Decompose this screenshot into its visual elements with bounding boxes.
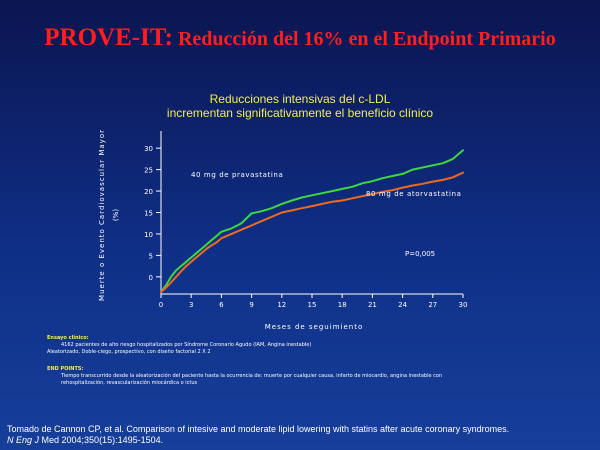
x-tick-label: 3 bbox=[189, 301, 193, 309]
series-label-atorvastatina: 80 mg de atorvastatina bbox=[366, 190, 462, 198]
series-line-pravastatina bbox=[160, 149, 464, 293]
y-axis-label: Muerte o Evento Cardiovascular Mayor bbox=[98, 129, 106, 301]
x-tick-label: 6 bbox=[219, 301, 224, 309]
slide-title-rest: Reducción del 16% en el Endpoint Primari… bbox=[172, 28, 556, 50]
x-axis-label: Meses de seguimiento bbox=[265, 323, 363, 331]
citation-line-1: Tomado de Cannon CP, et al. Comparison o… bbox=[7, 424, 510, 434]
endpoints-note: END POINTS: Tiempo transcurrido desde la… bbox=[47, 366, 567, 387]
x-tick-label: 9 bbox=[249, 301, 253, 309]
slide-title-main: PROVE-IT: bbox=[44, 24, 173, 51]
y-tick-label: 30 bbox=[144, 145, 153, 153]
citation-reference: Med 2004;350(15):1495-1504. bbox=[39, 435, 164, 445]
x-tick-label: 21 bbox=[368, 301, 377, 309]
chart-series bbox=[160, 149, 464, 293]
y-tick-label: 0 bbox=[149, 274, 153, 282]
y-tick-label: 25 bbox=[144, 167, 153, 175]
chart-ticks: 0 3 6 9 12 15 18 21 24 27 30 0 5 10 15 20 25 30 bbox=[144, 145, 467, 309]
study-design-line-1: 4162 pacientes de alto riesgo hospitaliz… bbox=[61, 342, 312, 348]
series-line-atorvastatina bbox=[160, 171, 464, 293]
chart-subtitle: Reducciones intensivas del c-LDL increme… bbox=[120, 92, 480, 120]
study-design-line-2: Aleatorizado, Doble-ciego, prospectivo, … bbox=[47, 349, 211, 355]
citation: Tomado de Cannon CP, et al. Comparison o… bbox=[7, 424, 597, 446]
slide-title: PROVE-IT: Reducción del 16% en el Endpoi… bbox=[0, 24, 600, 52]
chart-subtitle-line-1: Reducciones intensivas del c-LDL bbox=[209, 92, 391, 106]
endpoints-heading: END POINTS: bbox=[47, 366, 84, 372]
x-tick-label: 24 bbox=[398, 301, 407, 309]
x-tick-label: 12 bbox=[277, 301, 286, 309]
y-tick-label: 15 bbox=[144, 210, 153, 218]
y-axis-unit: (%) bbox=[112, 209, 120, 221]
x-tick-label: 18 bbox=[338, 301, 347, 309]
x-tick-label: 30 bbox=[459, 301, 468, 309]
study-design-note: Ensayo clínico: 4162 pacientes de alto r… bbox=[47, 335, 567, 356]
endpoints-line-1: Tiempo transcurrido desde la aleatorizac… bbox=[61, 373, 443, 379]
y-tick-label: 20 bbox=[144, 188, 153, 196]
series-label-pravastatina: 40 mg de pravastatina bbox=[191, 171, 283, 179]
chart-subtitle-line-2: incrementan significativamente el benefi… bbox=[166, 106, 434, 120]
endpoints-line-2: rehospitalización, revascularización mio… bbox=[61, 380, 198, 386]
study-design-heading: Ensayo clínico: bbox=[47, 335, 89, 341]
y-tick-label: 5 bbox=[149, 252, 153, 260]
x-tick-label: 15 bbox=[308, 301, 317, 309]
y-tick-label: 10 bbox=[144, 231, 153, 239]
chart-axes bbox=[160, 131, 463, 295]
x-tick-label: 27 bbox=[428, 301, 437, 309]
p-value-annotation: P=0,005 bbox=[405, 250, 435, 258]
citation-line-2: N Eng J Med 2004;350(15):1495-1504. bbox=[7, 435, 597, 446]
x-tick-label: 0 bbox=[159, 301, 163, 309]
citation-journal: N Eng J bbox=[7, 435, 40, 445]
